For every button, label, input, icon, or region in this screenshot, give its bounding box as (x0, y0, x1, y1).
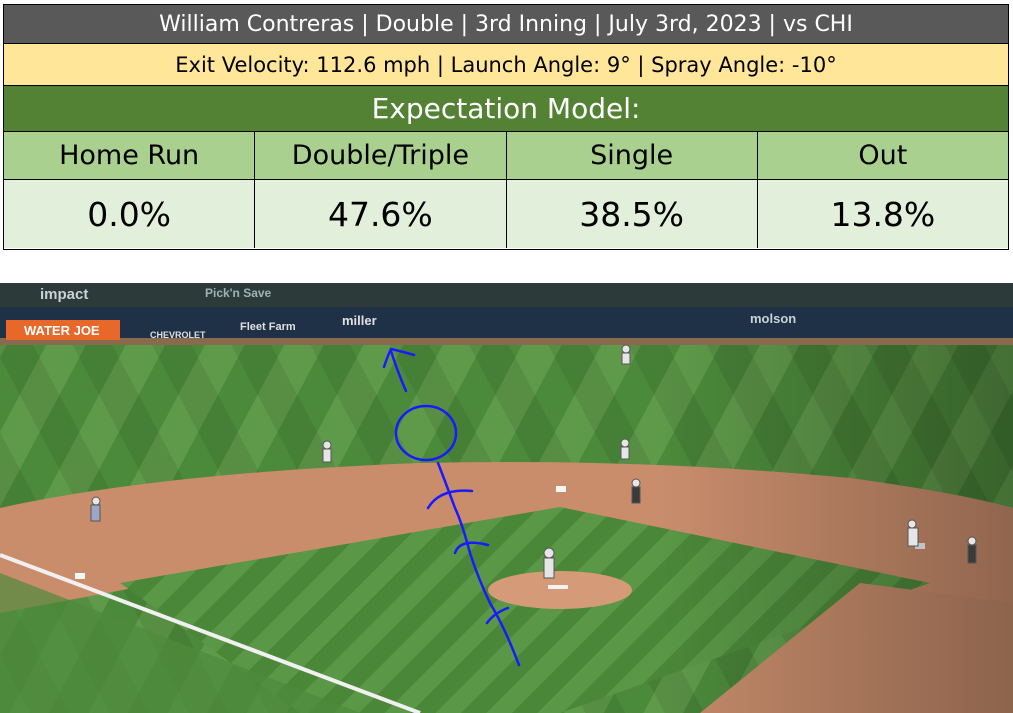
outcome-header-out: Out (858, 140, 908, 171)
outcome-header-single: Single (507, 132, 758, 179)
play-header-text: William Contreras | Double | 3rd Inning … (159, 11, 853, 37)
outcome-header-row: Home Run Double/Triple Single Out (4, 132, 1008, 180)
model-title: Expectation Model: (4, 86, 1008, 132)
outcome-value-row: 0.0% 47.6% 38.5% 13.8% (4, 180, 1008, 248)
landing-spot-circle (394, 404, 458, 462)
sign-fleet-farm: Fleet Farm (240, 321, 296, 333)
ball-path-annotation (382, 347, 521, 667)
sign-molson: molson (750, 311, 796, 326)
sign-water-joe: WATER JOE (24, 323, 100, 338)
sign-chevrolet: CHEVROLET (150, 330, 206, 340)
sign-picknsave: Pick'n Save (205, 286, 272, 300)
sign-miller: miller (342, 313, 377, 328)
expectation-table: William Contreras | Double | 3rd Inning … (3, 4, 1009, 250)
outcome-header-double-triple: Double/Triple (255, 132, 507, 179)
batted-ball-metrics: Exit Velocity: 112.6 mph | Launch Angle:… (4, 44, 1008, 86)
field-illustration: impact Pick'n Save WATER JOE CHEVROLET F… (0, 283, 1013, 713)
play-header: William Contreras | Double | 3rd Inning … (4, 5, 1008, 44)
probability-single: 38.5% (507, 180, 758, 248)
outfield-wall (0, 307, 1013, 341)
probability-home-run: 0.0% (4, 180, 256, 248)
probability-double-triple: 47.6% (255, 180, 507, 248)
sign-impact: impact (40, 286, 88, 303)
players (90, 344, 977, 579)
field-photo: impact Pick'n Save WATER JOE CHEVROLET F… (0, 283, 1013, 713)
wall-signage: impact Pick'n Save WATER JOE CHEVROLET F… (6, 286, 796, 340)
probability-out: 13.8% (830, 194, 936, 234)
outcome-header-home-run: Home Run (4, 132, 256, 179)
model-title-text: Expectation Model: (371, 92, 641, 125)
batted-ball-metrics-text: Exit Velocity: 112.6 mph | Launch Angle:… (175, 52, 837, 77)
